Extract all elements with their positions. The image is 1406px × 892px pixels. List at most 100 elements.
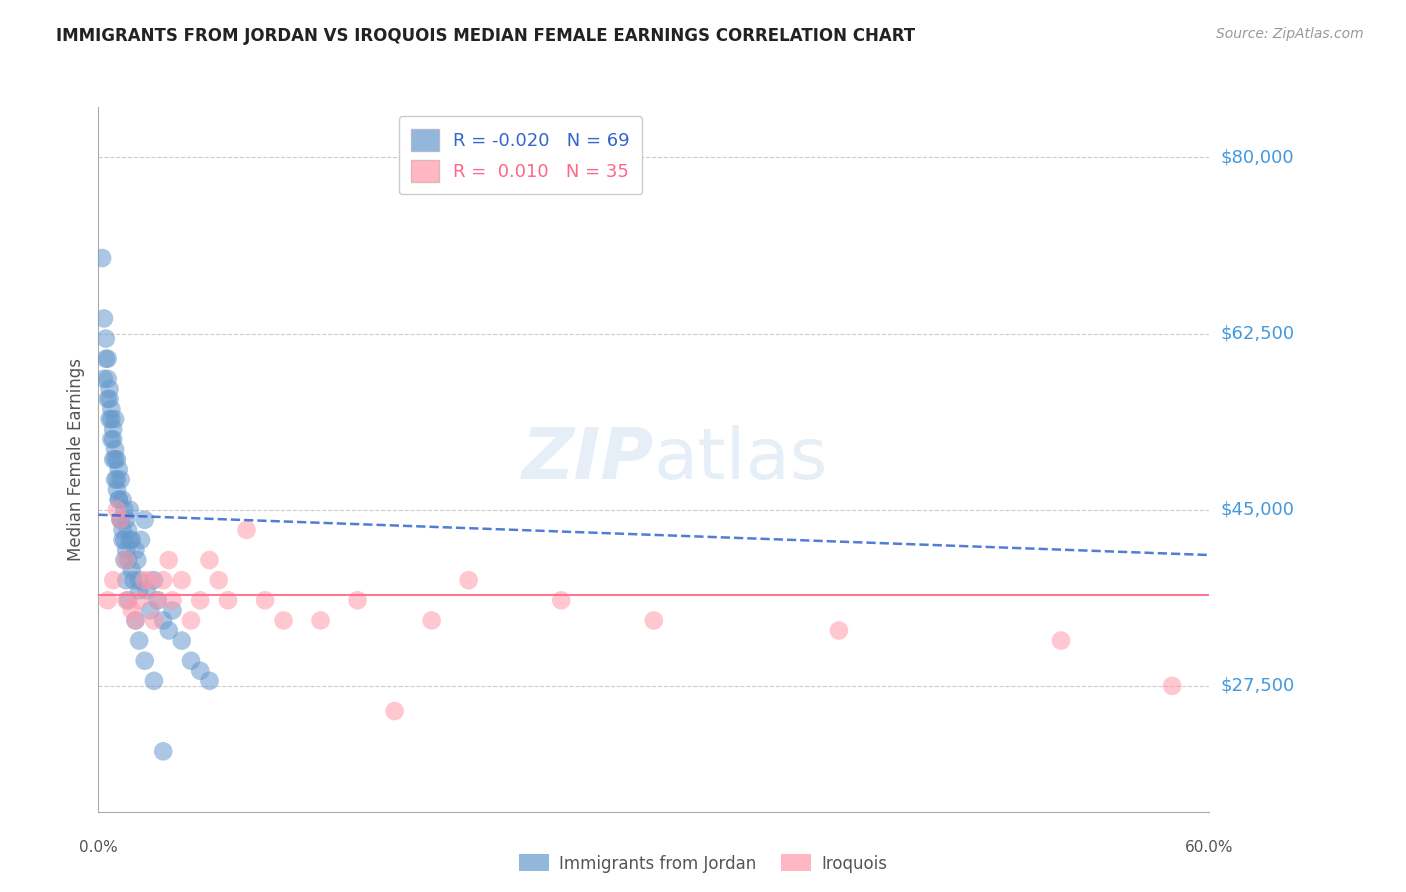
Point [1161, 679, 1184, 693]
Text: $45,000: $45,000 [1220, 500, 1295, 519]
Point [143, 573, 166, 587]
Point [111, 533, 134, 547]
Point [235, 523, 257, 537]
Point [115, 593, 138, 607]
Point [188, 593, 211, 607]
Point [104, 442, 127, 457]
Point [127, 553, 149, 567]
Point [346, 593, 368, 607]
Point [128, 583, 150, 598]
Point [94, 332, 117, 346]
Point [111, 523, 134, 537]
Point [117, 553, 139, 567]
Point [157, 624, 180, 638]
Point [420, 614, 443, 628]
Point [94, 351, 117, 366]
Point [188, 664, 211, 678]
Point [118, 533, 141, 547]
Text: $62,500: $62,500 [1220, 325, 1295, 343]
Point [162, 603, 184, 617]
Point [253, 593, 276, 607]
Point [143, 614, 166, 628]
Point [309, 614, 332, 628]
Point [115, 573, 138, 587]
Point [198, 673, 221, 688]
Point [104, 473, 127, 487]
Point [180, 654, 202, 668]
Point [110, 473, 132, 487]
Point [98, 392, 121, 406]
Point [273, 614, 295, 628]
Point [98, 412, 121, 426]
Point [97, 372, 120, 386]
Point [1050, 633, 1073, 648]
Point [124, 543, 146, 558]
Point [384, 704, 406, 718]
Point [105, 502, 128, 516]
Point [111, 492, 134, 507]
Point [112, 553, 135, 567]
Text: $80,000: $80,000 [1220, 148, 1294, 167]
Point [105, 473, 128, 487]
Point [103, 422, 125, 436]
Point [157, 553, 180, 567]
Point [93, 311, 115, 326]
Point [208, 573, 231, 587]
Point [152, 573, 174, 587]
Point [115, 553, 138, 567]
Point [118, 502, 141, 516]
Point [643, 614, 665, 628]
Point [180, 614, 202, 628]
Point [121, 563, 143, 577]
Point [112, 502, 135, 516]
Point [828, 624, 851, 638]
Point [217, 593, 239, 607]
Point [134, 573, 156, 587]
Point [117, 593, 139, 607]
Point [110, 513, 132, 527]
Point [152, 614, 174, 628]
Point [107, 492, 129, 507]
Point [146, 593, 169, 607]
Point [103, 452, 125, 467]
Point [122, 573, 145, 587]
Point [110, 513, 132, 527]
Point [93, 372, 115, 386]
Legend: Immigrants from Jordan, Iroquois: Immigrants from Jordan, Iroquois [512, 847, 894, 880]
Point [128, 573, 150, 587]
Point [457, 573, 479, 587]
Point [198, 553, 221, 567]
Point [98, 382, 121, 396]
Point [103, 432, 125, 446]
Point [550, 593, 572, 607]
Text: 0.0%: 0.0% [79, 840, 118, 855]
Point [117, 523, 139, 537]
Point [121, 603, 143, 617]
Point [112, 533, 135, 547]
Point [97, 392, 120, 406]
Point [115, 513, 138, 527]
Y-axis label: Median Female Earnings: Median Female Earnings [66, 358, 84, 561]
Point [162, 593, 184, 607]
Point [105, 483, 128, 497]
Point [104, 452, 127, 467]
Point [134, 513, 156, 527]
Text: atlas: atlas [654, 425, 828, 494]
Point [104, 412, 127, 426]
Point [107, 462, 129, 476]
Text: Source: ZipAtlas.com: Source: ZipAtlas.com [1216, 27, 1364, 41]
Point [97, 351, 120, 366]
Point [135, 583, 157, 598]
Point [139, 603, 162, 617]
Point [129, 533, 152, 547]
Point [115, 543, 138, 558]
Text: 60.0%: 60.0% [1185, 840, 1233, 855]
Point [170, 633, 193, 648]
Point [124, 614, 146, 628]
Point [143, 673, 166, 688]
Point [170, 573, 193, 587]
Point [152, 744, 174, 758]
Legend: R = -0.020   N = 69, R =  0.010   N = 35: R = -0.020 N = 69, R = 0.010 N = 35 [399, 116, 643, 194]
Point [128, 593, 150, 607]
Point [103, 573, 125, 587]
